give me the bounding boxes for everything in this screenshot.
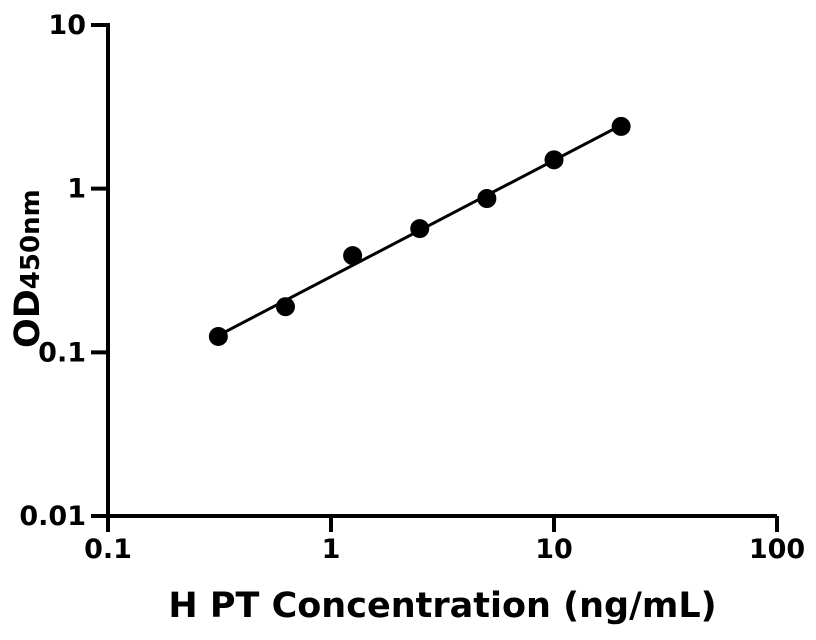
y-tick-label: 0.1 bbox=[38, 337, 86, 368]
y-axis-title-main: OD bbox=[8, 289, 48, 348]
y-tick-label: 0.01 bbox=[19, 501, 86, 532]
y-axis-title: OD450nm bbox=[8, 189, 48, 348]
y-axis-title-subscript: 450nm bbox=[16, 189, 46, 290]
x-tick-label: 100 bbox=[749, 534, 805, 565]
data-point-marker bbox=[544, 150, 564, 170]
y-tick-label: 1 bbox=[67, 174, 86, 205]
data-point-marker bbox=[410, 219, 430, 239]
x-tick-label: 0.1 bbox=[84, 534, 132, 565]
data-point-marker bbox=[343, 246, 363, 266]
x-tick-label: 10 bbox=[535, 534, 573, 565]
x-axis-title: H PT Concentration (ng/mL) bbox=[168, 586, 717, 626]
y-tick-label: 10 bbox=[48, 10, 86, 41]
x-tick-label: 1 bbox=[322, 534, 341, 565]
data-point-marker bbox=[477, 189, 497, 209]
data-point-marker bbox=[275, 297, 295, 317]
data-point-marker bbox=[611, 116, 631, 136]
data-point-marker bbox=[208, 326, 228, 346]
